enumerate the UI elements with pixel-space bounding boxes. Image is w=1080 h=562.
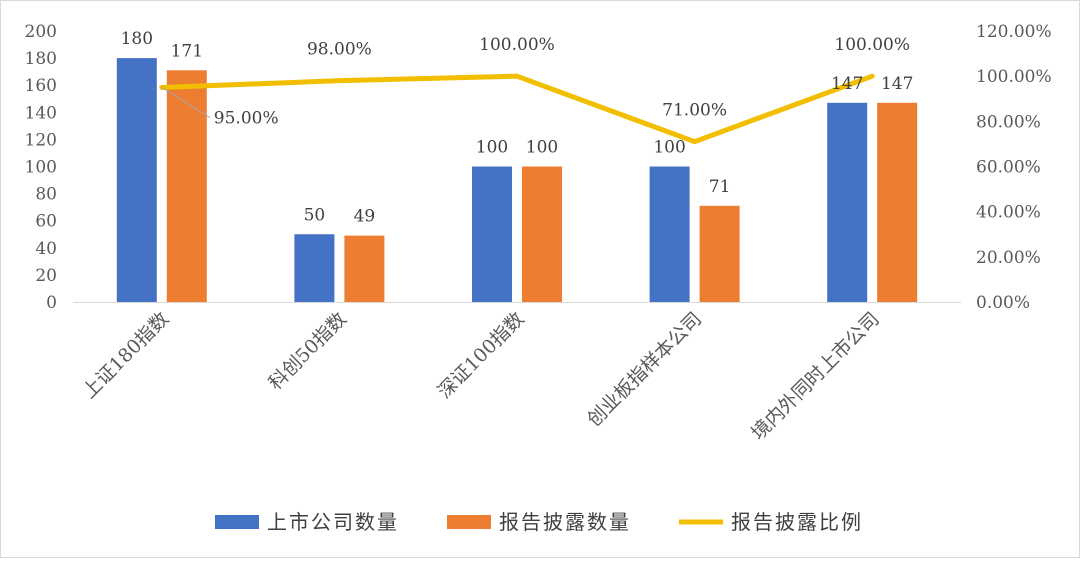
bar-value-label: 71 [709,177,731,197]
y-left-tick-label: 120 [25,130,57,150]
bars [116,58,918,302]
y-right-tick-label: 120.00% [976,22,1052,42]
bar [522,166,562,302]
bar-value-label: 100 [476,138,508,158]
y-right-tick-label: 80.00% [976,112,1041,132]
legend-label: 报告披露比例 [731,510,863,534]
bar-value-label: 180 [121,29,153,49]
y-left-tick-label: 80 [35,185,57,205]
bar-value-label: 100 [526,138,558,158]
label-leader-line [161,87,211,118]
bar-value-label: 171 [171,41,203,61]
y-left-tick-label: 160 [25,76,57,96]
line-value-label: 71.00% [662,101,727,121]
bar [699,205,740,302]
x-tick-label: 上证180指数 [78,308,173,403]
y-left-tick-label: 40 [35,239,57,259]
x-tick-label: 深证100指数 [434,308,529,403]
bar-value-label: 147 [881,74,913,94]
y-right-tick-label: 40.00% [976,203,1041,223]
x-tick-label: 创业板指样本公司 [583,308,706,431]
data-labels: 180 50 100 100 147 171 49 100 71 147 95.00% 98.00% 1… [121,29,914,227]
line-value-label: 98.00% [307,40,372,60]
y-right-tick-label: 0.00% [976,293,1030,313]
ratio-line-path [159,73,875,145]
y-left-tick-label: 60 [35,212,57,232]
legend-label: 报告披露数量 [499,510,631,534]
line-value-label: 100.00% [834,35,910,55]
y-left-tick-label: 0 [46,293,57,313]
legend: 上市公司数量 报告披露数量 报告披露比例 [215,510,863,534]
bar-value-label: 50 [304,205,326,225]
y-left-tick-label: 20 [35,266,57,286]
line-value-label: 95.00% [214,108,279,128]
y-left-tick-label: 100 [25,158,57,178]
line-value-label: 100.00% [479,35,555,55]
bar-value-label: 100 [653,138,685,158]
bar [116,58,157,302]
bar-value-label: 49 [354,207,376,227]
y-left-tick-label: 140 [25,103,57,123]
legend-label: 上市公司数量 [267,510,399,534]
legend-swatch [447,515,491,529]
y-right-tick-label: 100.00% [976,67,1052,87]
bar [294,234,335,302]
bar-value-label: 147 [831,74,863,94]
bar [472,166,512,302]
y-right-tick-label: 20.00% [976,248,1041,268]
ratio-line [159,73,875,145]
y-left-tick-label: 200 [25,22,57,42]
bar [827,102,868,302]
legend-swatch [215,515,259,529]
bar [344,235,385,302]
bar [166,70,207,302]
x-tick-label: 境内外同时上市公司 [747,308,883,444]
x-tick-label: 科创50指数 [265,308,351,394]
bar [649,166,690,302]
bar [877,102,918,302]
y-right-tick-label: 60.00% [976,158,1041,178]
y-left-tick-label: 180 [25,49,57,69]
